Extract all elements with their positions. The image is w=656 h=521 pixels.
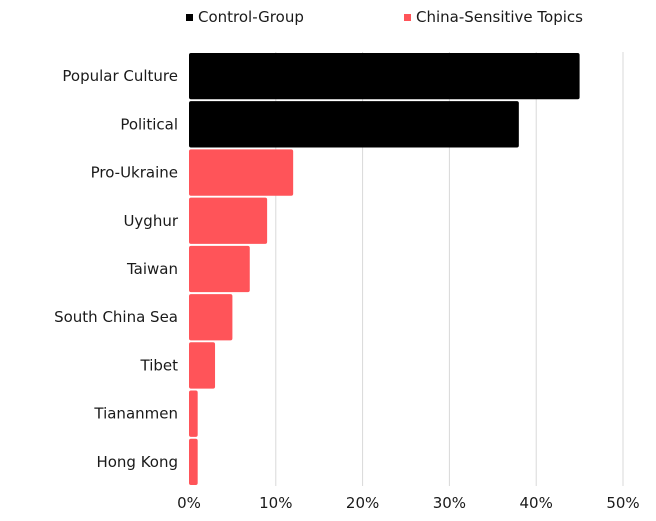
- x-tick-label-0: 0%: [177, 494, 201, 512]
- legend-swatch-control: [186, 13, 193, 21]
- legend-control-group: Control-Group: [186, 8, 304, 26]
- category-label-political: Political: [120, 115, 178, 133]
- category-label-tiananmen: Tiananmen: [93, 405, 178, 423]
- legend-label-china: China-Sensitive Topics: [416, 8, 583, 26]
- bar-south-china-sea: [189, 294, 233, 341]
- bar-uyghur: [189, 197, 268, 244]
- legend-label-control: Control-Group: [198, 8, 304, 26]
- category-label-uyghur: Uyghur: [123, 212, 178, 230]
- x-tick-label-20: 20%: [346, 494, 379, 512]
- category-label-popular-culture: Popular Culture: [62, 67, 178, 85]
- x-tick-label-30: 30%: [433, 494, 466, 512]
- bar-taiwan: [189, 245, 250, 293]
- legend-swatch-china: [404, 13, 411, 21]
- category-label-tibet: Tibet: [140, 356, 179, 374]
- category-label-hong-kong: Hong Kong: [96, 453, 178, 471]
- x-tick-label-40: 40%: [520, 494, 553, 512]
- bar-political: [189, 101, 519, 148]
- bar-pro-ukraine: [189, 149, 294, 196]
- bar-tiananmen: [189, 390, 198, 437]
- category-label-pro-ukraine: Pro-Ukraine: [91, 164, 178, 182]
- bar-tibet: [189, 342, 216, 389]
- category-label-south-china-sea: South China Sea: [54, 308, 178, 326]
- category-label-taiwan: Taiwan: [126, 260, 178, 278]
- bar-hong-kong: [189, 438, 198, 486]
- x-tick-label-50: 50%: [606, 494, 639, 512]
- x-tick-label-10: 10%: [259, 494, 292, 512]
- legend-china-sensitive: China-Sensitive Topics: [404, 8, 583, 26]
- bar-popular-culture: [189, 52, 580, 100]
